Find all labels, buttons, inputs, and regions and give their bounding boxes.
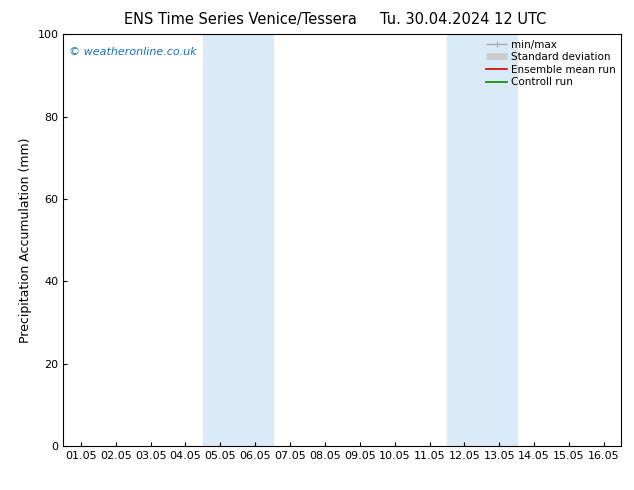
Bar	[203, 34, 273, 446]
Legend: min/max, Standard deviation, Ensemble mean run, Controll run: min/max, Standard deviation, Ensemble me…	[484, 37, 618, 89]
Bar	[447, 34, 517, 446]
Text: © weatheronline.co.uk: © weatheronline.co.uk	[69, 47, 197, 57]
Text: ENS Time Series Venice/Tessera: ENS Time Series Venice/Tessera	[124, 12, 358, 27]
Y-axis label: Precipitation Accumulation (mm): Precipitation Accumulation (mm)	[19, 137, 32, 343]
Text: Tu. 30.04.2024 12 UTC: Tu. 30.04.2024 12 UTC	[380, 12, 546, 27]
